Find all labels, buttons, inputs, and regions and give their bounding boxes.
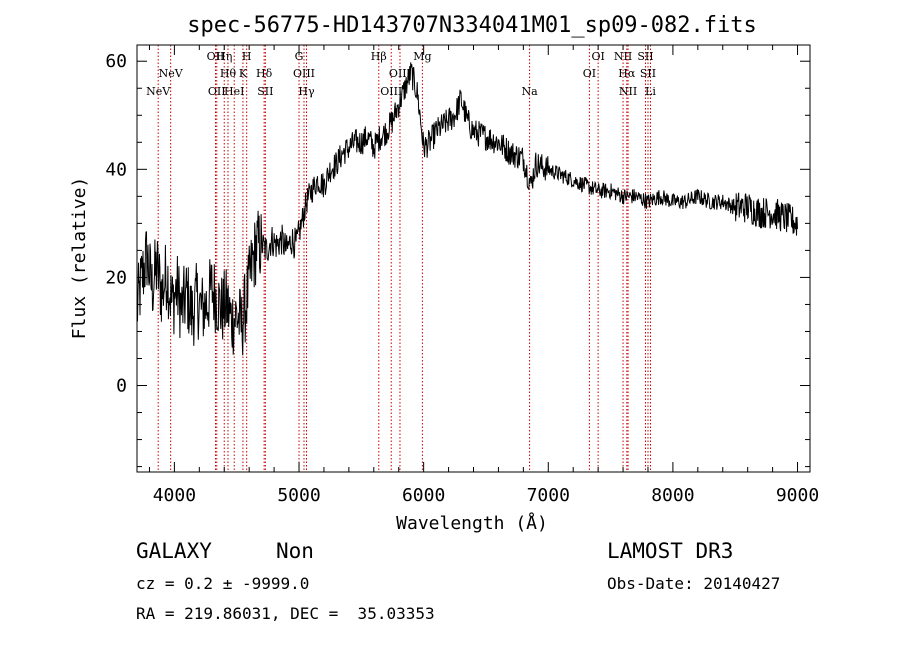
line-label-5: Hθ	[220, 67, 237, 80]
redshift-readout: cz = 0.2 ± -9999.0	[136, 574, 310, 593]
x-tick-label-4: 8000	[651, 485, 694, 506]
line-label-12: OIII	[293, 67, 315, 80]
line-label-4: Hη	[216, 50, 232, 63]
line-label-9: Hδ	[256, 67, 273, 80]
line-label-20: OI	[591, 50, 604, 63]
line-label-8: H	[242, 50, 252, 63]
x-tick-label-2: 6000	[402, 485, 445, 506]
x-axis: 4000 5000 6000 7000 8000 9000	[148, 45, 819, 506]
line-label-24: SII	[637, 50, 653, 63]
coordinates: RA = 219.86031, DEC = 35.03353	[136, 604, 435, 623]
x-tick-label-5: 9000	[776, 485, 819, 506]
line-label-10: SII	[257, 85, 273, 98]
obs-date: Obs-Date: 20140427	[607, 574, 781, 593]
x-tick-label-1: 5000	[277, 485, 320, 506]
plot-frame	[136, 44, 811, 473]
line-label-3: OII	[208, 85, 226, 98]
x-axis-label: Wavelength (Å)	[396, 512, 548, 534]
line-markers	[157, 45, 651, 472]
line-label-1: NeV	[159, 67, 184, 80]
y-tick-label-2: 40	[105, 159, 127, 180]
line-label-6: HeI	[224, 85, 244, 98]
line-label-21: NII	[614, 50, 632, 63]
x-tick-label-3: 7000	[527, 485, 570, 506]
y-tick-label-0: 0	[116, 376, 127, 397]
line-label-0: NeV	[146, 85, 171, 98]
line-label-17: Mg	[413, 50, 431, 63]
line-label-26: Li	[645, 85, 656, 98]
line-label-7: K	[239, 67, 248, 80]
line-label-22: Hα	[618, 67, 636, 80]
y-tick-label-1: 20	[105, 267, 127, 288]
line-label-19: OI	[583, 67, 596, 80]
line-label-23: NII	[619, 85, 637, 98]
line-label-14: Hβ	[371, 50, 387, 63]
y-axis: 0 20 40 60	[105, 51, 810, 468]
line-label-16: OIII	[389, 67, 411, 80]
survey-name: LAMOST DR3	[607, 539, 734, 563]
line-label-18: Na	[521, 85, 538, 98]
object-subclass: Non	[276, 539, 314, 563]
line-label-11: G	[295, 50, 304, 63]
y-tick-label-3: 60	[105, 51, 127, 72]
x-tick-label-0: 4000	[153, 485, 196, 506]
line-label-15: OIII	[380, 85, 402, 98]
object-class: GALAXY	[136, 539, 212, 563]
y-axis-label: Flux (relative)	[69, 177, 90, 340]
line-label-2: OII	[207, 50, 225, 63]
spectrum-line	[136, 62, 798, 356]
line-label-25: SII	[640, 67, 656, 80]
chart-title: spec-56775-HD143707N334041M01_sp09-082.f…	[187, 13, 757, 38]
line-labels: NeVNeVOIIOIIHηHθHeIKHHδSIIGOIIIHγHβOIIIO…	[146, 50, 656, 98]
line-label-13: Hγ	[298, 85, 315, 98]
